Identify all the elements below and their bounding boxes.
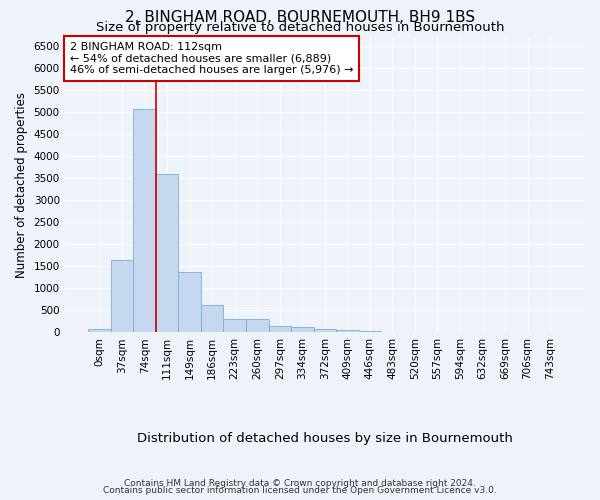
Bar <box>359 331 381 332</box>
Bar <box>291 328 314 332</box>
Y-axis label: Number of detached properties: Number of detached properties <box>15 92 28 278</box>
Text: 2 BINGHAM ROAD: 112sqm
← 54% of detached houses are smaller (6,889)
46% of semi-: 2 BINGHAM ROAD: 112sqm ← 54% of detached… <box>70 42 353 75</box>
Bar <box>201 306 223 332</box>
Bar <box>178 272 201 332</box>
X-axis label: Distribution of detached houses by size in Bournemouth: Distribution of detached houses by size … <box>137 432 513 445</box>
Bar <box>223 319 246 332</box>
Bar <box>336 330 359 332</box>
Text: 2, BINGHAM ROAD, BOURNEMOUTH, BH9 1BS: 2, BINGHAM ROAD, BOURNEMOUTH, BH9 1BS <box>125 10 475 25</box>
Text: Contains HM Land Registry data © Crown copyright and database right 2024.: Contains HM Land Registry data © Crown c… <box>124 478 476 488</box>
Bar <box>133 109 156 332</box>
Bar <box>314 329 336 332</box>
Bar <box>246 319 269 332</box>
Bar <box>111 260 133 332</box>
Text: Contains public sector information licensed under the Open Government Licence v3: Contains public sector information licen… <box>103 486 497 495</box>
Bar <box>269 326 291 332</box>
Text: Size of property relative to detached houses in Bournemouth: Size of property relative to detached ho… <box>96 21 504 34</box>
Bar <box>88 329 111 332</box>
Bar <box>156 174 178 332</box>
